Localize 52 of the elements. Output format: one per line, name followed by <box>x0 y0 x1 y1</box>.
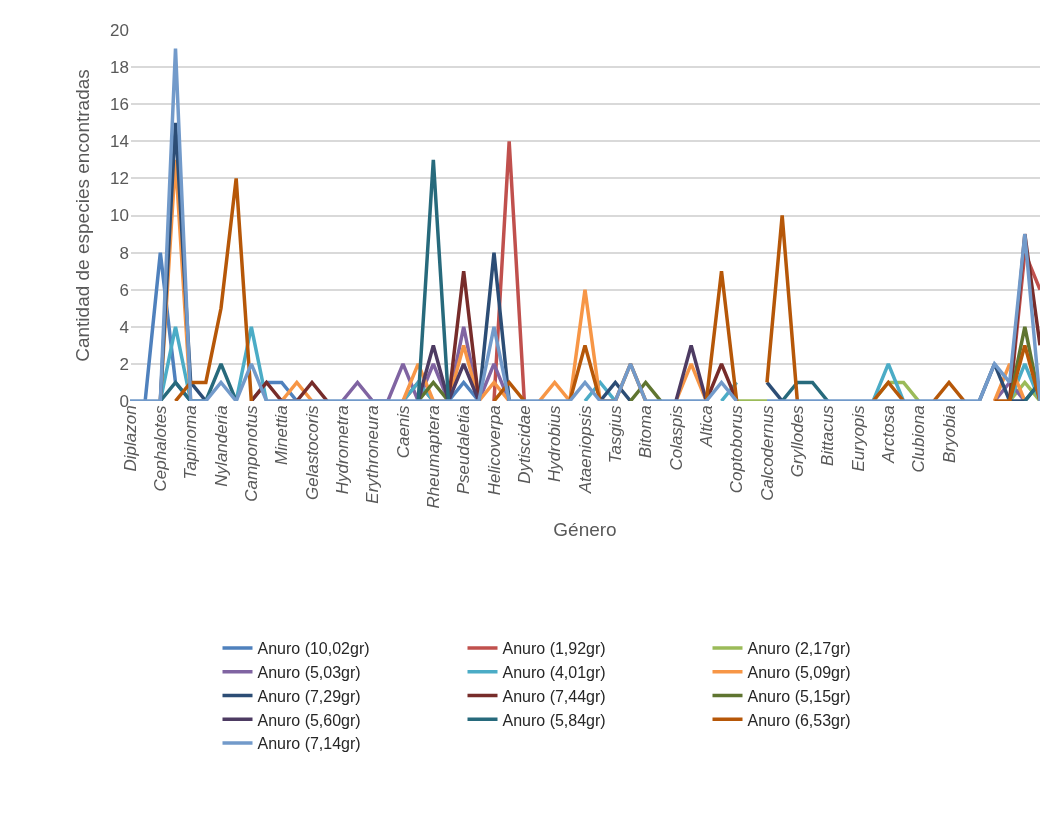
legend-label: Anuro (7,44gr) <box>502 687 606 705</box>
y-tick-label: 18 <box>110 58 129 78</box>
x-tick-label: Calcodernus <box>757 404 777 501</box>
x-tick-label: Minettia <box>272 405 292 465</box>
x-tick-label: Tasgius <box>605 404 625 464</box>
x-tick-label: Bittacus <box>818 404 838 466</box>
x-tick-label: Clubiona <box>909 405 929 473</box>
y-tick-label: 12 <box>110 169 129 189</box>
x-tick-label: Pseudaletia <box>454 405 474 495</box>
y-axis-title: Cantidad de especies encontradas <box>71 69 93 362</box>
legend-label: Anuro (5,09gr) <box>747 663 851 681</box>
x-tick-label: Camponotus <box>241 404 261 502</box>
legend-label: Anuro (6,53gr) <box>747 711 851 729</box>
legend-label: Anuro (4,01gr) <box>502 663 606 681</box>
legend-label: Anuro (5,15gr) <box>747 687 851 705</box>
x-tick-label: Bitoma <box>636 405 656 459</box>
legend-label: Anuro (1,92gr) <box>502 640 606 658</box>
x-tick-label: Hydrometra <box>332 405 352 495</box>
x-tick-label: Hydrobius <box>545 404 565 482</box>
x-tick-label: Dytiscidae <box>514 405 534 484</box>
legend-label: Anuro (5,60gr) <box>257 711 361 729</box>
x-tick-label: Coptoborus <box>727 404 747 494</box>
x-tick-label: Bryobia <box>939 405 959 464</box>
legend-label: Anuro (7,29gr) <box>257 687 361 705</box>
y-tick-label: 10 <box>110 206 129 226</box>
x-tick-label: Nylanderia <box>211 405 231 487</box>
x-tick-label: Altica <box>696 405 716 448</box>
y-tick-label: 16 <box>110 95 129 115</box>
x-tick-label: Colaspis <box>666 404 686 471</box>
y-tick-label: 2 <box>119 354 129 374</box>
x-tick-label: Helicoverpa <box>484 405 504 496</box>
x-tick-label: Rheumaptera <box>423 405 443 509</box>
x-tick-label: Cephalotes <box>150 404 170 492</box>
legend-label: Anuro (10,02gr) <box>257 640 370 658</box>
x-tick-label: Gelastocoris <box>302 404 322 500</box>
x-tick-label: Arctosa <box>878 405 898 465</box>
y-tick-label: 20 <box>110 20 129 40</box>
legend-label: Anuro (5,03gr) <box>257 663 361 681</box>
y-tick-label: 8 <box>119 243 129 263</box>
y-tick-label: 6 <box>119 280 129 300</box>
x-tick-label: Ataeniopsis <box>575 404 595 495</box>
legend-label: Anuro (2,17gr) <box>747 640 851 658</box>
x-tick-label: Caenis <box>393 404 413 459</box>
x-tick-label: Gryllodes <box>787 404 807 478</box>
y-tick-label: 4 <box>119 317 129 337</box>
x-tick-label: Erythroneura <box>363 405 383 504</box>
x-tick-label: Tapinoma <box>181 405 201 480</box>
legend-label: Anuro (5,84gr) <box>502 711 606 729</box>
y-tick-label: 14 <box>110 132 129 152</box>
x-tick-label: Euryopis <box>848 404 868 472</box>
legend-label: Anuro (7,14gr) <box>257 735 361 753</box>
x-axis-title: Género <box>553 519 617 541</box>
